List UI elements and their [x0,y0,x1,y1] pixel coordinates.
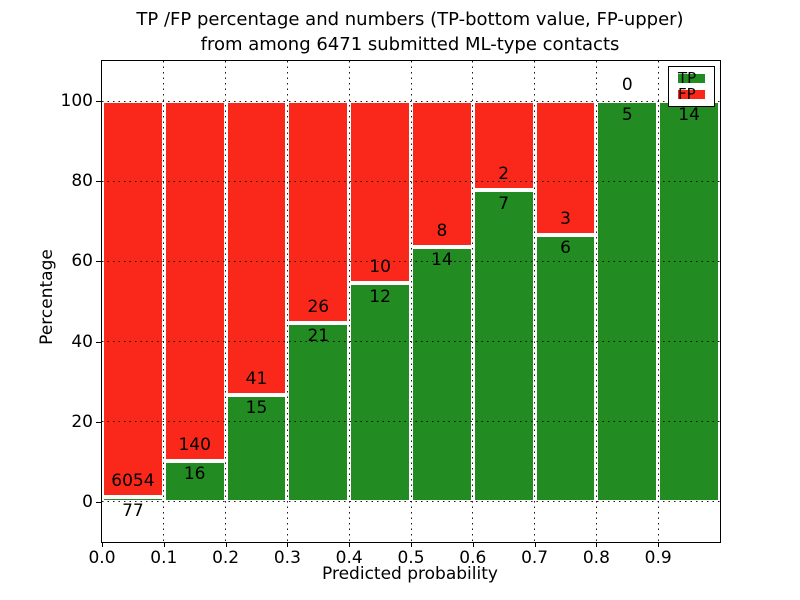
tp-bar-segment [596,101,659,502]
x-tick-mark [225,542,227,547]
x-tick-mark [349,542,351,547]
tp-count-label: 21 [307,326,330,347]
fp-bar-segment [411,101,473,247]
tp-count-label: 5 [621,104,633,125]
tp-bar-segment [225,394,288,502]
y-tick-mark [96,261,101,263]
tp-count-label: 7 [498,193,510,214]
x-axis-label: Predicted probability [322,564,498,584]
tp-bar-segment [163,460,226,502]
x-tick-label: 0.6 [459,548,487,568]
x-tick-mark [411,542,412,547]
fp-bar-segment [287,101,350,323]
tp-count-label: 14 [678,104,700,125]
fp-count-label: 8 [436,220,448,241]
x-gridline [163,61,165,542]
chart-title: TP /FP percentage and numbers (TP-bottom… [101,7,719,57]
y-tick-mark [96,181,101,183]
tp-bar-segment [534,234,597,502]
legend-row: TP [678,69,705,87]
tp-count-label: 77 [122,500,144,521]
y-tick-label: 60 [71,251,93,272]
fp-count-label: 2 [498,164,510,185]
x-tick-mark [102,542,103,547]
fp-bar-segment [534,101,597,235]
tp-bar-segment [472,190,535,502]
tp-bar-segment [102,496,164,502]
chart-title-line2: from among 6471 submitted ML-type contac… [200,34,620,55]
fp-bar-segment [349,101,411,284]
legend: TP FP [668,66,715,107]
tp-legend-swatch-icon [678,74,705,83]
x-tick-label: 0.4 [335,548,363,568]
chart-title-line1: TP /FP percentage and numbers (TP-bottom… [136,9,684,30]
plot-area: TP FP 6054 77 140 16 41 15 26 21 10 12 8 14 2 7 3 6 0 5 14 0… [61,60,721,568]
legend-label: TP [678,69,697,87]
fp-count-label: 10 [369,257,391,278]
y-tick-mark [96,501,101,503]
y-tick-mark [96,341,101,343]
x-tick-label: 0.2 [212,548,240,568]
tp-bar-segment [349,283,411,502]
x-tick-label: 0.9 [644,548,672,568]
tp-count-label: 12 [369,286,391,307]
x-tick-label: 0.8 [582,548,610,568]
x-tick-mark [287,542,289,547]
y-axis-label: Percentage [37,249,57,345]
x-gridline [472,61,474,542]
y-gridline [102,501,720,503]
fp-bar-segment [102,101,164,497]
fp-count-label: 41 [245,368,268,389]
x-tick-mark [534,542,536,547]
tp-count-label: 6 [560,238,571,259]
fp-count-label: 140 [178,434,211,455]
x-gridline [225,61,227,542]
x-tick-label: 0.1 [150,548,178,568]
legend-label: FP [678,85,696,103]
x-gridline [657,61,659,542]
x-tick-mark [472,542,474,547]
y-tick-label: 40 [71,331,93,352]
y-tick-label: 80 [71,171,93,192]
fp-bar-segment [163,101,226,461]
x-gridline [595,61,597,542]
tp-count-label: 14 [431,250,453,271]
x-tick-mark [163,542,165,547]
x-tick-mark [658,542,660,547]
fp-bar-segment [472,101,535,191]
x-tick-label: 0.5 [397,548,425,568]
y-tick-label: 100 [60,91,93,112]
fp-legend-swatch-icon [678,90,705,99]
tp-count-label: 15 [245,398,268,419]
y-tick-label: 20 [71,411,93,432]
fp-bar-segment [225,101,288,395]
legend-row: FP [678,85,705,103]
fp-count-label: 6054 [111,470,155,491]
fp-count-label: 26 [307,296,330,317]
tp-bar-segment [287,322,350,502]
tp-count-label: 16 [183,464,206,485]
y-tick-mark [96,101,101,103]
y-gridline [102,341,720,343]
x-gridline [410,61,412,542]
tp-bar-segment [411,246,473,502]
x-tick-label: 0.3 [273,548,301,568]
tp-bar-segment [658,101,720,502]
x-tick-label: 0.7 [521,548,549,568]
y-gridline [102,100,720,102]
x-tick-mark [596,542,598,547]
y-gridline [102,260,720,262]
y-gridline [102,421,720,423]
x-gridline [348,61,350,542]
x-tick-label: 0.0 [88,548,116,568]
x-gridline [534,61,536,542]
y-gridline [102,180,720,182]
x-gridline [286,61,288,542]
fp-count-label: 3 [560,208,571,229]
y-tick-label: 0 [82,491,93,512]
fp-count-label: 0 [621,75,633,96]
y-tick-mark [96,421,101,423]
